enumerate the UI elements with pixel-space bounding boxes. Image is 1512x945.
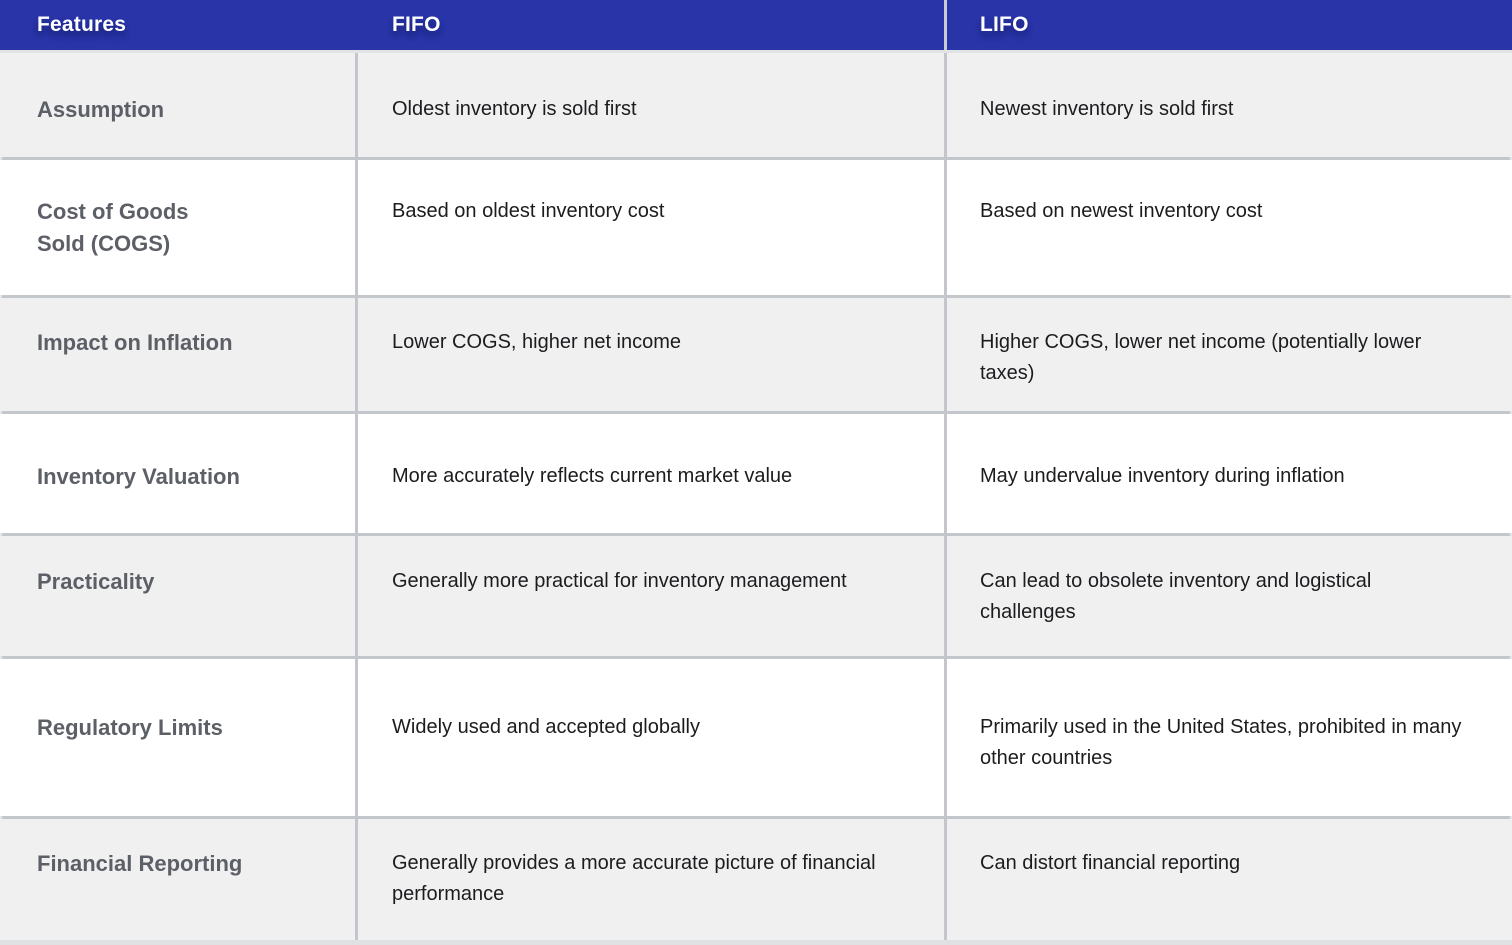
- header-label-lifo: LIFO: [980, 13, 1029, 36]
- table-row-practicality: Practicality Generally more practical fo…: [0, 536, 1512, 656]
- feature-cell: Practicality: [0, 536, 355, 656]
- table-row-financial-reporting: Financial Reporting Generally provides a…: [0, 819, 1512, 940]
- header-cell-lifo: LIFO: [944, 0, 1512, 50]
- fifo-cell: Based on oldest inventory cost: [358, 160, 944, 295]
- header-label-features: Features: [37, 13, 127, 36]
- header-cell-features: Features: [0, 0, 358, 50]
- feature-cell: Impact on Inflation: [0, 298, 355, 411]
- lifo-cell: Can lead to obsolete inventory and logis…: [947, 536, 1512, 656]
- lifo-cell: Can distort financial reporting: [947, 819, 1512, 940]
- lifo-cell: Newest inventory is sold first: [947, 53, 1512, 157]
- fifo-cell: Generally more practical for inventory m…: [358, 536, 944, 656]
- table-row-impact-on-inflation: Impact on Inflation Lower COGS, higher n…: [0, 298, 1512, 411]
- fifo-cell: More accurately reflects current market …: [358, 414, 944, 533]
- feature-cell: Assumption: [0, 53, 355, 157]
- lifo-cell: Higher COGS, lower net income (potential…: [947, 298, 1512, 411]
- header-label-fifo: FIFO: [392, 13, 441, 36]
- feature-cell: Cost of Goods Sold (COGS): [0, 160, 355, 295]
- fifo-cell: Widely used and accepted globally: [358, 659, 944, 816]
- lifo-cell: Based on newest inventory cost: [947, 160, 1512, 295]
- feature-cell: Financial Reporting: [0, 819, 355, 940]
- lifo-cell: Primarily used in the United States, pro…: [947, 659, 1512, 816]
- feature-cell: Inventory Valuation: [0, 414, 355, 533]
- table-header-row: Features FIFO LIFO: [0, 0, 1512, 50]
- table-body: Assumption Oldest inventory is sold firs…: [0, 50, 1512, 945]
- header-cell-fifo: FIFO: [358, 0, 944, 50]
- lifo-cell: May undervalue inventory during inflatio…: [947, 414, 1512, 533]
- fifo-cell: Oldest inventory is sold first: [358, 53, 944, 157]
- table-row-regulatory-limits: Regulatory Limits Widely used and accept…: [0, 659, 1512, 816]
- table-row-cogs: Cost of Goods Sold (COGS) Based on oldes…: [0, 160, 1512, 295]
- table-row-assumption: Assumption Oldest inventory is sold firs…: [0, 53, 1512, 157]
- fifo-cell: Lower COGS, higher net income: [358, 298, 944, 411]
- table-bottom-edge: [0, 940, 1512, 945]
- table-row-inventory-valuation: Inventory Valuation More accurately refl…: [0, 414, 1512, 533]
- feature-cell: Regulatory Limits: [0, 659, 355, 816]
- fifo-cell: Generally provides a more accurate pictu…: [358, 819, 944, 940]
